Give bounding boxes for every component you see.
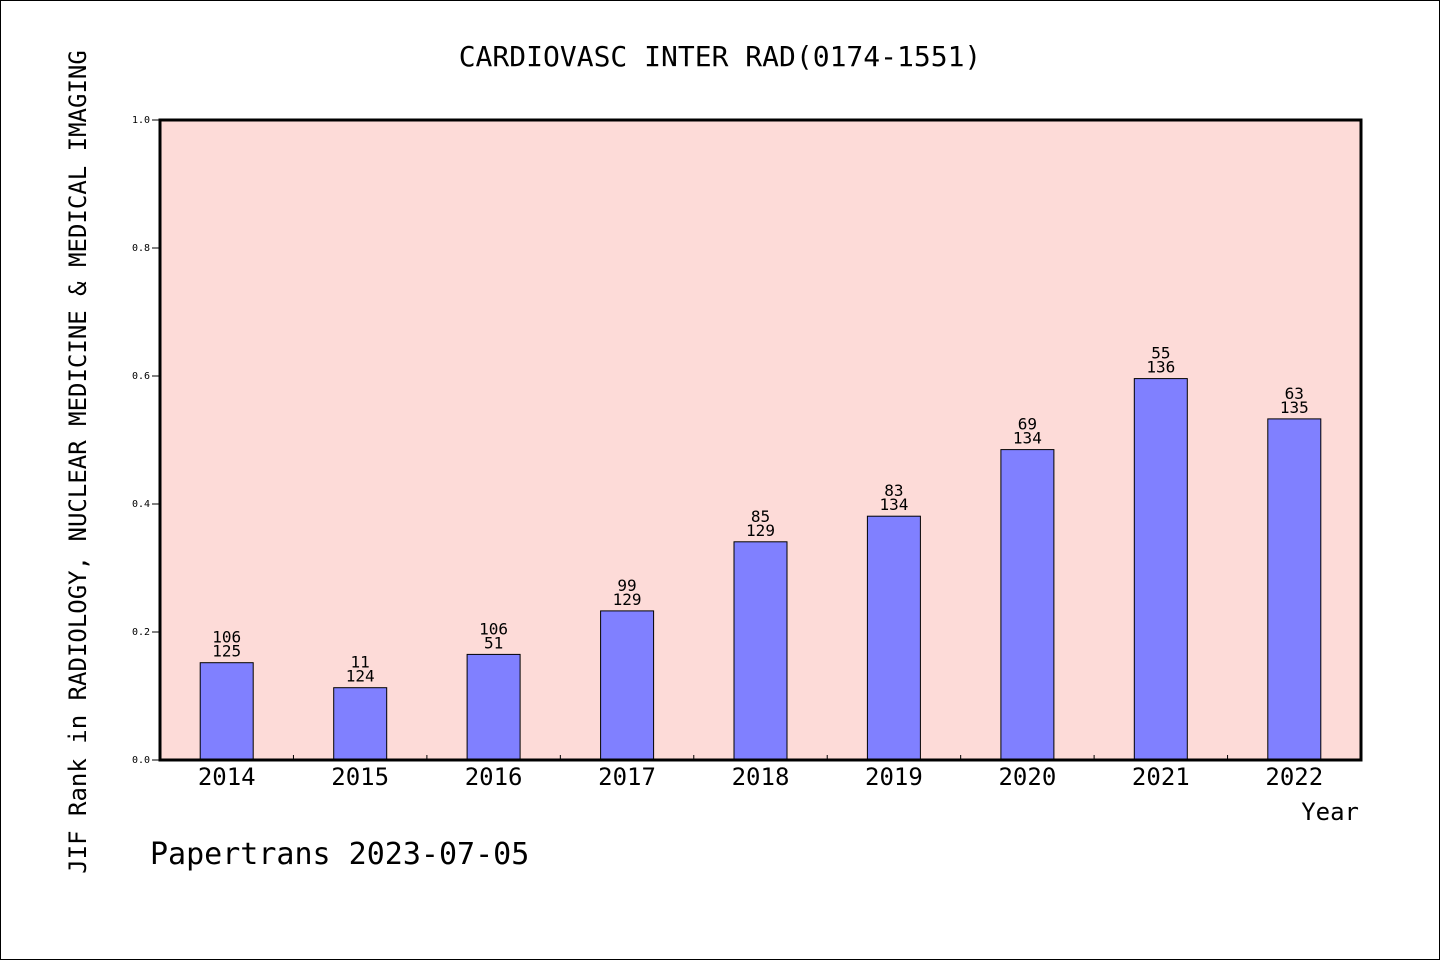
bar-2014	[199, 662, 254, 761]
x-tick-label-2018: 2018	[732, 763, 790, 791]
bar-label-bottom-2015: 124	[346, 667, 375, 686]
bar-label-top-2022: 63	[1285, 384, 1304, 403]
bar-2017	[600, 610, 655, 761]
y-tick-label: 0.8	[132, 243, 150, 254]
bar-2021	[1133, 378, 1188, 761]
x-axis-label: Year	[1301, 798, 1359, 826]
bar-2019	[866, 515, 921, 761]
bar-label-top-2021: 55	[1151, 344, 1170, 363]
y-tick-label: 1.0	[132, 115, 150, 126]
bar-labels-group: 1061251112410651991298512983134691345513…	[212, 344, 1308, 686]
x-axis: 2014 2015 2016 2017 2018 2019 2020 2021 2022	[198, 755, 1323, 791]
bar-2022	[1267, 418, 1322, 761]
x-tick-label-2014: 2014	[198, 763, 256, 791]
chart-title: CARDIOVASC INTER RAD(0174-1551)	[459, 40, 982, 73]
bar-label-bottom-2017: 129	[613, 590, 642, 609]
x-tick-label-2022: 2022	[1265, 763, 1323, 791]
x-tick-label-2015: 2015	[331, 763, 389, 791]
y-axis: 0.0 0.2 0.4 0.6 0.8 1.0	[132, 115, 160, 766]
plot-border	[158, 118, 1363, 762]
bar-label-top-2020: 69	[1018, 415, 1037, 434]
bar-label-bottom-2014: 125	[212, 642, 241, 661]
bar-2015	[333, 687, 388, 761]
bar-label-top-2014: 106	[212, 628, 241, 647]
y-tick-label: 0.4	[132, 499, 150, 510]
x-tick-label-2016: 2016	[465, 763, 523, 791]
bar-label-bottom-2019: 134	[879, 495, 908, 514]
bar-label-bottom-2021: 136	[1146, 358, 1175, 377]
bar-label-top-2016: 106	[479, 619, 508, 638]
x-tick-label-2019: 2019	[865, 763, 923, 791]
y-tick-label: 0.2	[132, 627, 150, 638]
watermark-text: Papertrans 2023-07-05	[150, 837, 529, 872]
bar-2020	[1000, 449, 1055, 761]
bar-label-top-2019: 83	[884, 481, 903, 500]
bar-label-top-2015: 11	[351, 653, 370, 672]
bar-label-bottom-2020: 134	[1013, 429, 1042, 448]
bars-group	[199, 378, 1322, 761]
bar-2018	[733, 541, 788, 761]
bar-label-top-2017: 99	[617, 576, 636, 595]
y-tick-label: 0.6	[132, 371, 150, 382]
y-tick-label: 0.0	[132, 755, 150, 766]
bar-label-top-2018: 85	[751, 507, 770, 526]
y-axis-label: JIF Rank in RADIOLOGY, NUCLEAR MEDICINE …	[64, 50, 92, 874]
bar-label-bottom-2016: 51	[484, 633, 503, 652]
x-tick-label-2021: 2021	[1132, 763, 1190, 791]
x-tick-label-2020: 2020	[998, 763, 1056, 791]
bar-label-bottom-2018: 129	[746, 521, 775, 540]
x-tick-label-2017: 2017	[598, 763, 656, 791]
bar-label-bottom-2022: 135	[1280, 398, 1309, 417]
bar-2016	[466, 653, 521, 761]
